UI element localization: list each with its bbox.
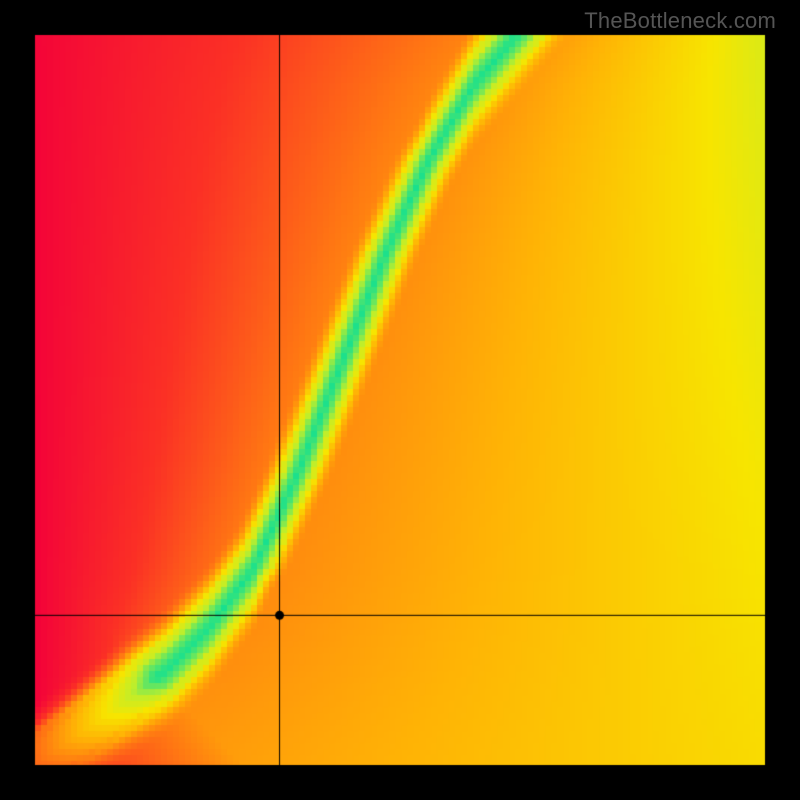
watermark-text: TheBottleneck.com [584,8,776,34]
bottleneck-heatmap-canvas [0,0,800,800]
chart-container: TheBottleneck.com [0,0,800,800]
